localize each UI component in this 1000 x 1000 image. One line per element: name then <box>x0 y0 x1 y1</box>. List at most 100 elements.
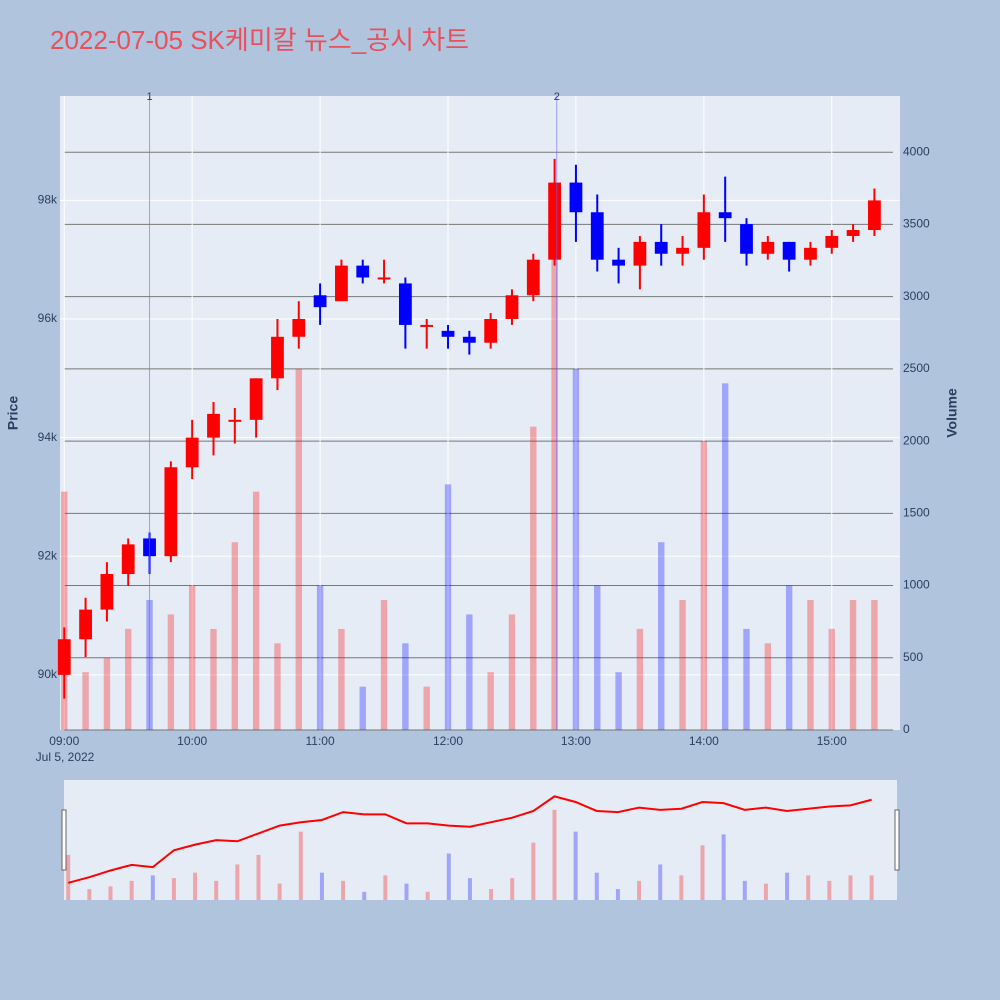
y-tick-label: 90k <box>38 667 58 681</box>
volume-bar <box>82 672 89 730</box>
candle-body <box>697 212 711 248</box>
y2-tick-label: 4000 <box>903 144 930 158</box>
volume-bar <box>508 614 516 730</box>
candle-body <box>79 609 92 640</box>
mini-volume-bar <box>108 886 113 900</box>
candle-body <box>590 212 604 260</box>
mini-volume-bar <box>425 891 430 900</box>
candle-body <box>420 324 434 327</box>
mini-volume-bar <box>615 889 620 900</box>
y2-tick-label: 500 <box>903 650 923 664</box>
candle-body <box>462 336 476 343</box>
volume-bar <box>700 441 708 730</box>
mini-volume-bar <box>763 883 768 900</box>
annotation-label: 2 <box>554 91 560 103</box>
mini-volume-bar <box>721 834 726 900</box>
mini-volume-bar <box>700 845 705 900</box>
volume-bar <box>210 628 217 730</box>
y-tick-label: 96k <box>38 311 58 325</box>
candle-body <box>207 413 220 438</box>
y2-tick-label: 2500 <box>903 361 930 375</box>
volume-bar <box>594 585 601 730</box>
x-tick-label: 13:00 <box>561 734 591 748</box>
candle-body <box>356 265 370 278</box>
volume-bar <box>380 599 388 730</box>
mini-volume-bar <box>256 854 261 900</box>
mini-volume-bar <box>193 872 198 900</box>
volume-bar <box>658 542 665 730</box>
y2-tick-label: 3500 <box>903 217 930 231</box>
x-tick-label: 14:00 <box>689 734 719 748</box>
mini-volume-bar <box>277 883 282 900</box>
volume-bar <box>636 628 644 730</box>
volume-bar <box>295 368 302 730</box>
candle-body <box>633 241 647 266</box>
mini-volume-bar <box>362 891 367 900</box>
candle-body <box>313 295 327 308</box>
candle-body <box>377 277 391 280</box>
range-handle[interactable] <box>894 809 900 871</box>
mini-volume-bar <box>573 831 578 900</box>
volume-bar <box>188 585 196 730</box>
volume-bar <box>828 628 835 730</box>
mini-volume-bar <box>510 878 515 900</box>
mini-volume-bar <box>679 875 684 900</box>
candle-body <box>526 259 540 296</box>
volume-bar <box>338 628 345 730</box>
volume-bar <box>679 599 686 730</box>
mini-volume-bar <box>552 809 557 900</box>
volume-bar <box>572 368 580 730</box>
volume-bar <box>487 672 494 730</box>
range-slider[interactable] <box>64 780 897 900</box>
candle-body <box>612 259 625 266</box>
y-axis-title: Price <box>5 396 21 430</box>
volume-bar <box>466 614 473 730</box>
candle-body <box>228 419 242 422</box>
mini-volume-bar <box>742 880 747 900</box>
x-tick-label: 09:00 <box>49 734 79 748</box>
range-handle[interactable] <box>61 809 67 871</box>
mini-volume-bar <box>150 875 155 900</box>
y2-tick-label: 1000 <box>903 578 930 592</box>
x-tick-label: 10:00 <box>177 734 207 748</box>
y-tick-label: 98k <box>38 193 58 207</box>
mini-volume-bar <box>383 875 388 900</box>
volume-bar <box>61 491 68 730</box>
volume-bar <box>849 599 857 730</box>
mini-volume-bar <box>129 880 134 900</box>
candle-body <box>761 241 775 254</box>
y2-tick-label: 1500 <box>903 505 930 519</box>
candle-body <box>484 318 498 343</box>
mini-volume-bar <box>171 878 176 900</box>
candle-body <box>164 467 178 557</box>
candle-body <box>868 200 881 231</box>
y2-axis-title: Volume <box>944 388 960 438</box>
volume-bar <box>444 484 452 730</box>
volume-bar <box>103 657 111 730</box>
mini-volume-bar <box>446 853 451 900</box>
volume-bar <box>316 585 324 730</box>
candle-body <box>804 247 817 260</box>
volume-bar <box>530 426 537 730</box>
y2-tick-label: 0 <box>903 722 910 736</box>
volume-bar <box>125 628 132 730</box>
volume-bar <box>423 686 430 730</box>
mini-volume-bar <box>637 880 642 900</box>
volume-bar <box>274 643 281 730</box>
mini-volume-bar <box>87 889 92 900</box>
mini-volume-bar <box>298 831 303 900</box>
volume-bar <box>807 599 814 730</box>
y2-tick-label: 2000 <box>903 433 930 447</box>
annotation-label: 1 <box>146 91 152 103</box>
mini-price-line <box>67 795 872 884</box>
volume-bar <box>871 599 878 730</box>
mini-volume-bar <box>341 880 346 900</box>
mini-volume-bar <box>869 875 874 900</box>
volume-bar <box>252 491 260 730</box>
mini-volume-bar <box>848 875 853 900</box>
volume-bar <box>615 672 622 730</box>
candle-body <box>271 336 284 379</box>
volume-bar <box>231 542 239 730</box>
candle-body <box>654 241 668 254</box>
candle-body <box>740 224 753 254</box>
